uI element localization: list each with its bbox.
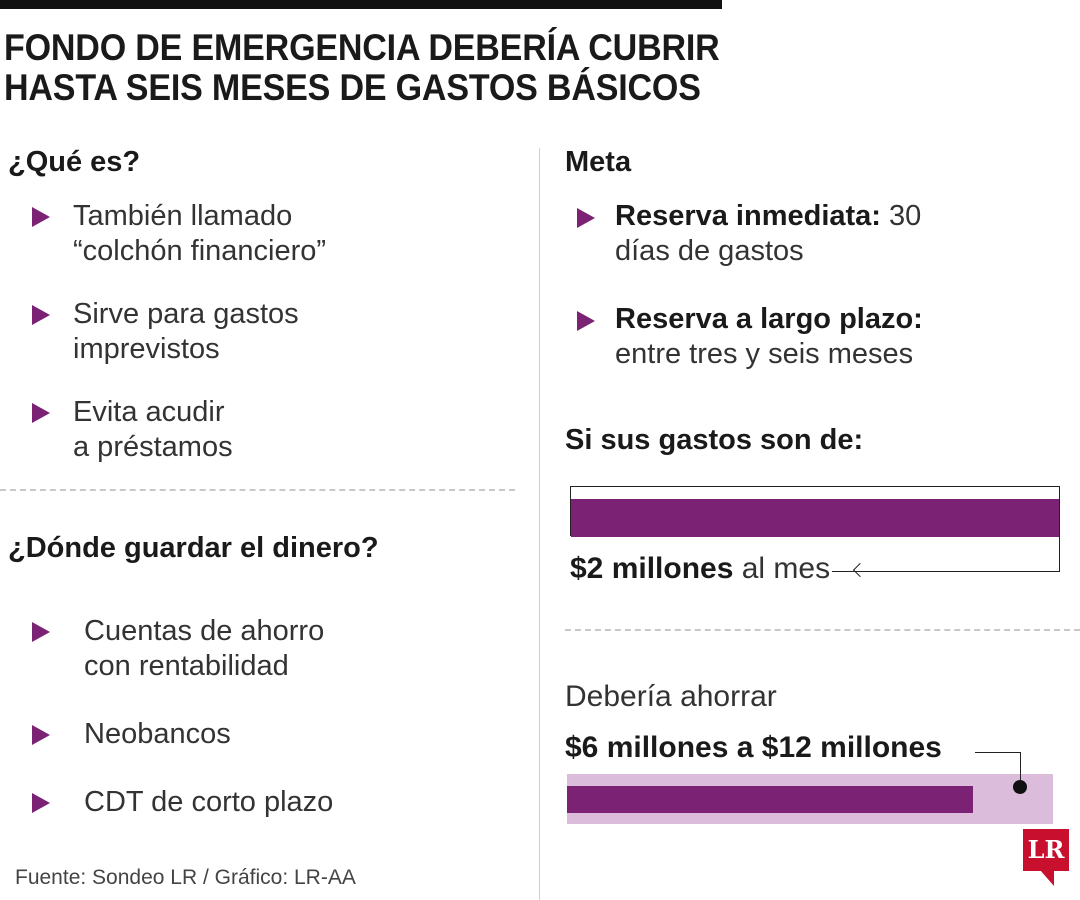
expense-bar-frame-left (570, 486, 571, 536)
meta-text: días de gastos (615, 235, 804, 267)
top-rule (0, 0, 722, 9)
triangle-bullet-icon (32, 207, 50, 227)
bullet-text: Evita acudir (73, 396, 225, 428)
triangle-bullet-icon (32, 403, 50, 423)
triangle-bullet-icon (32, 305, 50, 325)
lr-logo-icon (1023, 829, 1069, 871)
expense-amount-label: $2 millones al mes (570, 552, 833, 586)
bullet-text: con rentabilidad (84, 650, 289, 682)
savings-label: Debería ahorrar (565, 680, 777, 713)
savings-range: $6 millones a $12 millones (565, 731, 942, 764)
lr-logo-tail (1040, 870, 1054, 886)
savings-bar-min (567, 786, 973, 813)
dashed-divider-right (565, 629, 1080, 631)
leader-dot-icon (1013, 780, 1027, 794)
section-title-donde: ¿Dónde guardar el dinero? (8, 532, 379, 564)
triangle-bullet-icon (577, 311, 595, 331)
title-line-2: HASTA SEIS MESES DE GASTOS BÁSICOS (4, 67, 701, 108)
dashed-divider-left (0, 489, 515, 491)
bullet-text: imprevistos (73, 333, 220, 365)
bullet-text: a préstamos (73, 431, 233, 463)
leader-line (975, 752, 1021, 753)
triangle-bullet-icon (32, 725, 50, 745)
column-divider (539, 148, 540, 900)
section-title-gastos: Si sus gastos son de: (565, 424, 864, 456)
expense-period: al mes (733, 552, 831, 585)
bullet-text: CDT de corto plazo (84, 786, 334, 818)
bullet-text: También llamado (73, 200, 293, 232)
page-title: FONDO DE EMERGENCIA DEBERÍA CUBRIR HASTA… (4, 27, 720, 108)
lr-logo-text: LR (1027, 835, 1065, 864)
expense-bar (571, 499, 1059, 537)
bullet-text: Sirve para gastos (73, 298, 299, 330)
triangle-bullet-icon (32, 793, 50, 813)
leader-line-vertical (1020, 752, 1021, 786)
triangle-bullet-icon (32, 622, 50, 642)
bullet-text: Neobancos (84, 718, 231, 750)
meta-text: entre tres y seis meses (615, 338, 914, 370)
meta-label: Reserva a largo plazo: (615, 303, 923, 335)
source-credit: Fuente: Sondeo LR / Gráfico: LR-AA (15, 866, 356, 889)
bullet-text: “colchón financiero” (73, 235, 327, 267)
section-title-meta: Meta (565, 146, 632, 178)
meta-value: 30 (880, 200, 922, 232)
triangle-bullet-icon (577, 208, 595, 228)
section-title-que-es: ¿Qué es? (8, 146, 141, 178)
bullet-text: Cuentas de ahorro (84, 615, 325, 647)
meta-label: Reserva inmediata: (615, 200, 881, 232)
title-line-1: FONDO DE EMERGENCIA DEBERÍA CUBRIR (4, 27, 720, 68)
expense-amount: $2 millones (570, 552, 734, 585)
